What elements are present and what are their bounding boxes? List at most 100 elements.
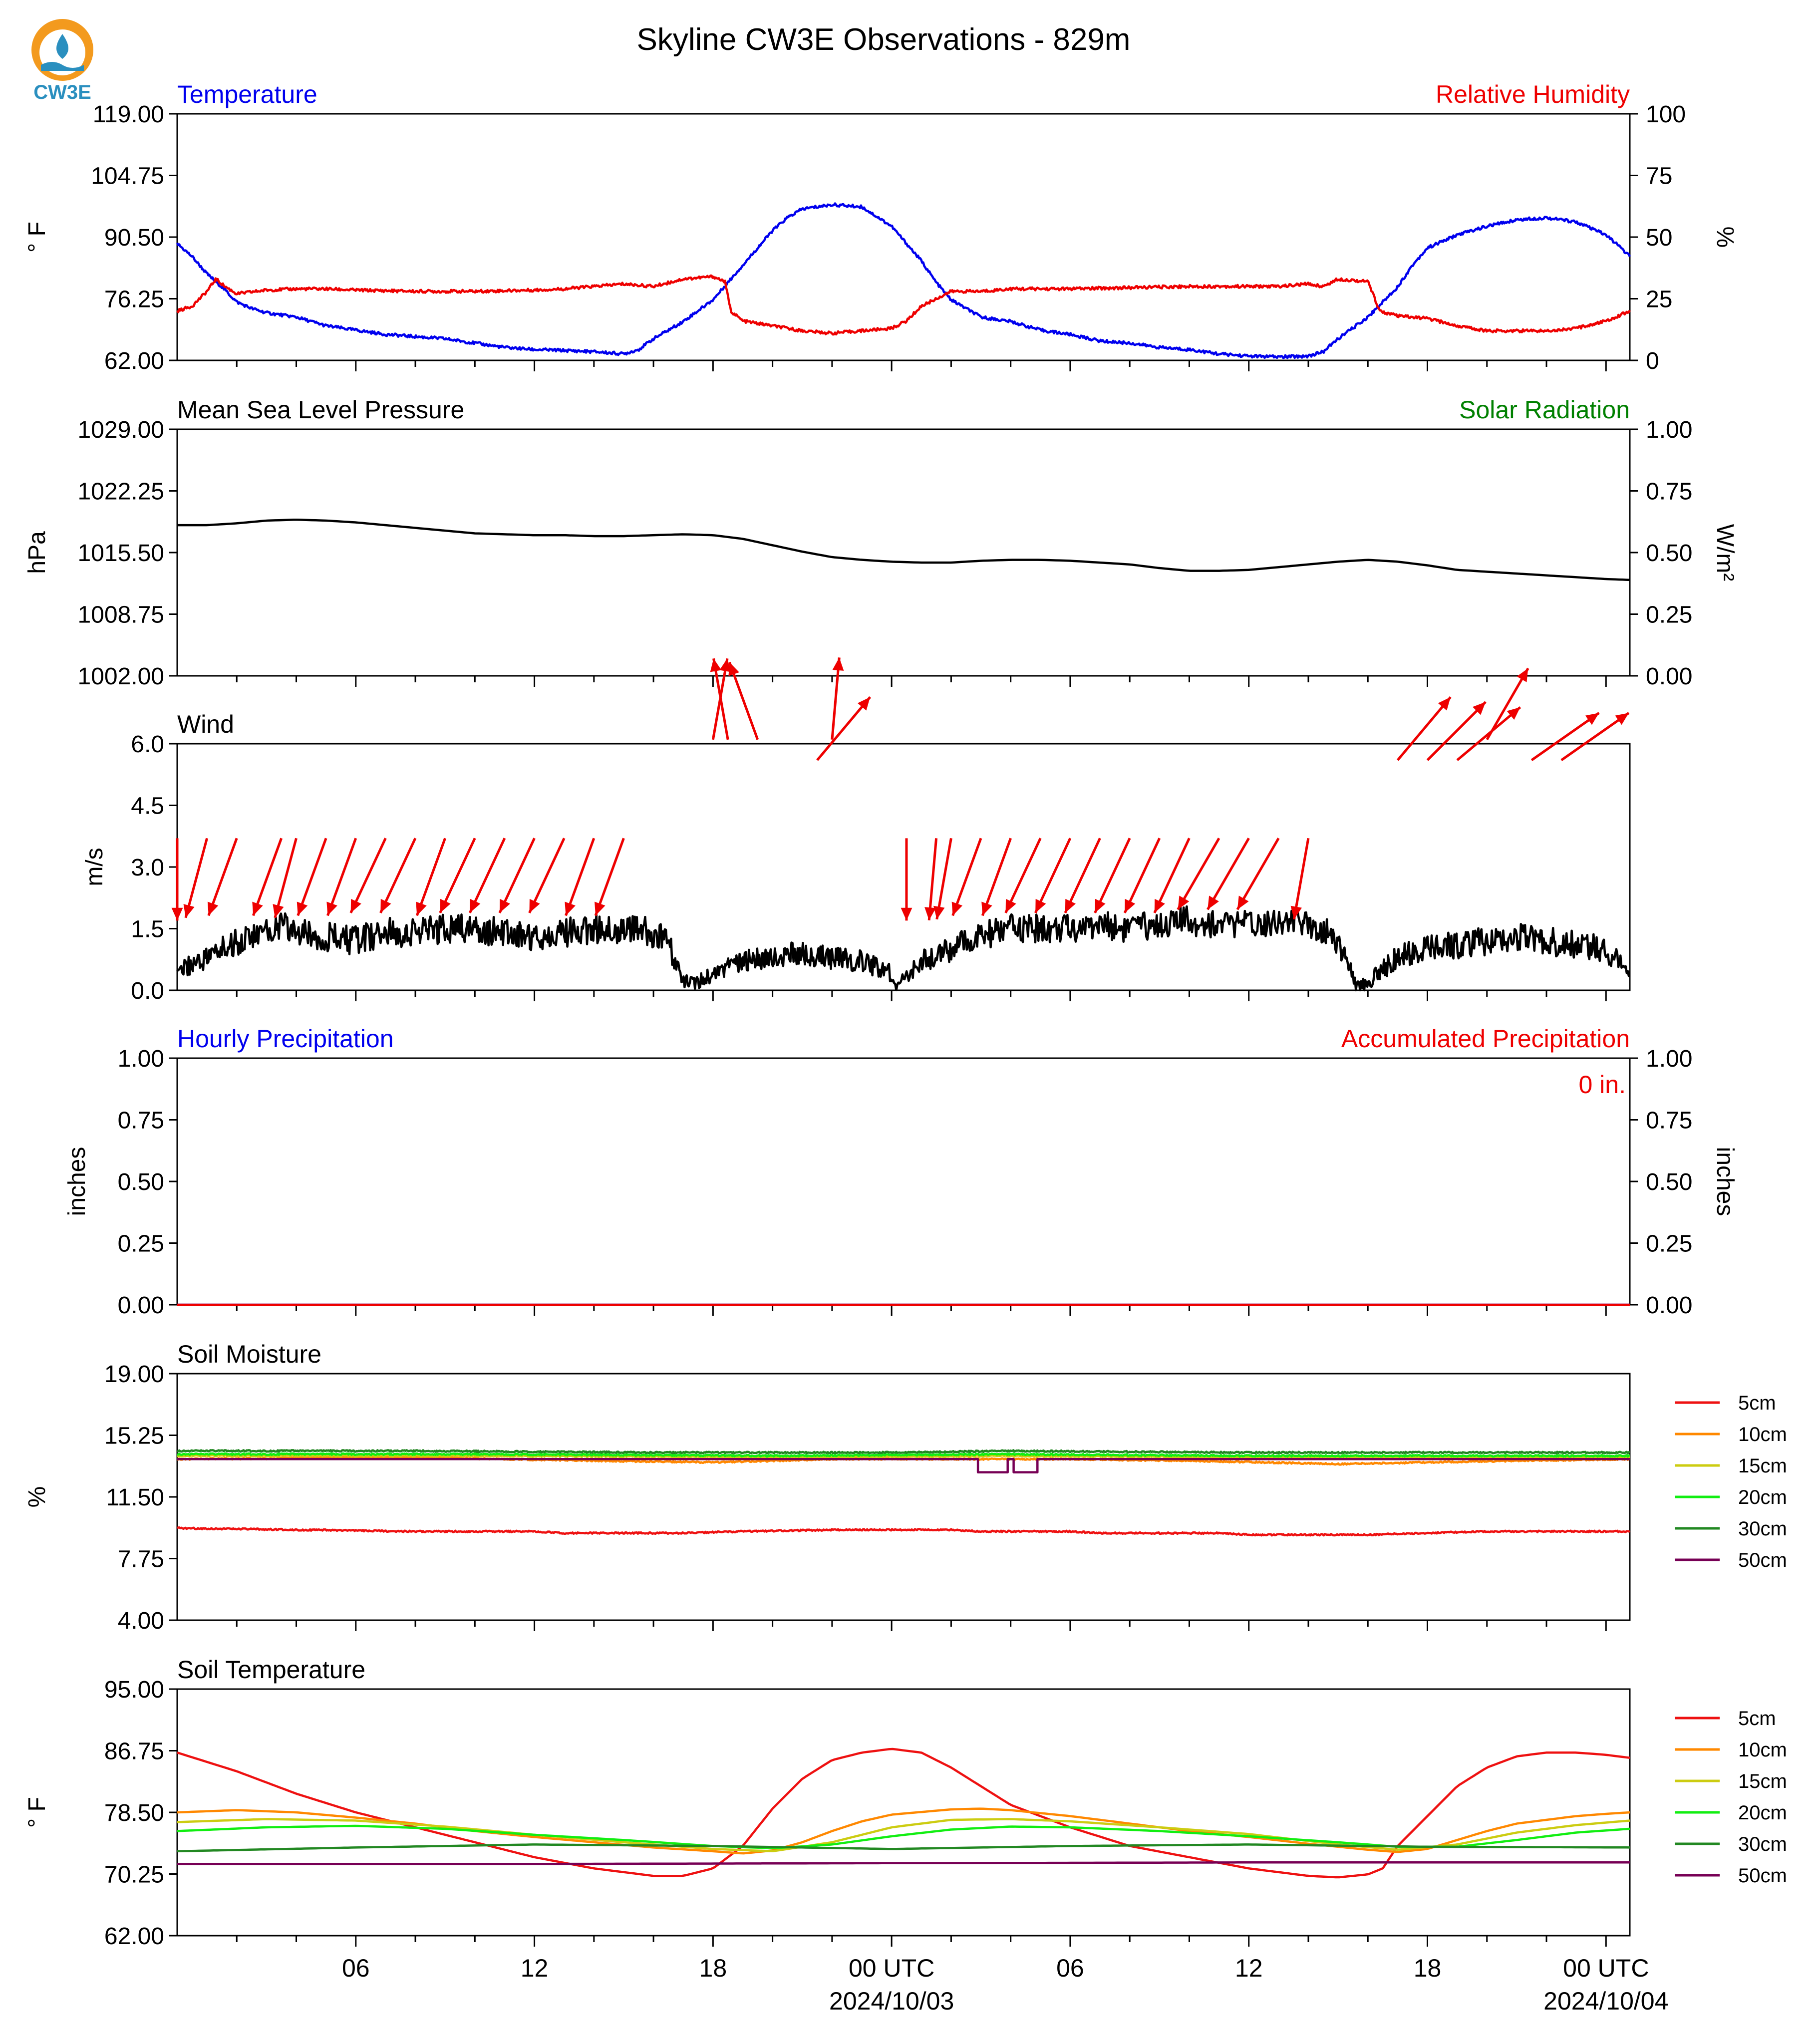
figure-title: Skyline CW3E Observations - 829m: [637, 22, 1131, 57]
wind-arrow: [1153, 838, 1191, 913]
logo-drop-icon: [56, 34, 69, 59]
wind-arrow-head: [171, 907, 183, 921]
y-tick-label-left: 1.00: [118, 1046, 164, 1072]
wind-arrow: [439, 838, 476, 913]
wind-arrow: [326, 838, 357, 916]
wind-arrow: [1034, 838, 1072, 913]
series-30cm: [177, 1449, 1630, 1454]
legend-label-10cm: 10cm: [1738, 1424, 1787, 1446]
wind-arrow: [1290, 838, 1310, 920]
y-tick-label-left: 86.75: [104, 1738, 164, 1765]
wind-arrow: [297, 838, 327, 916]
y-tick-label-left: 4.5: [131, 793, 164, 820]
wind-arrow-shaft: [816, 696, 872, 761]
wind-arrow-shaft: [1123, 838, 1161, 913]
x-tick-label: 00 UTC: [1563, 1954, 1649, 1982]
panel-soil-temperature: Soil Temperature 95.00 86.75 78.50 70.25 62.0…: [24, 1656, 1787, 2015]
y-tick-label-left: 62.00: [104, 348, 164, 374]
y-axis-label-left: %: [24, 1486, 50, 1508]
wind-arrow-shaft: [498, 838, 536, 913]
y-tick-label-right: 50: [1646, 225, 1672, 251]
legend-label-50cm: 50cm: [1738, 1865, 1787, 1887]
y-axis-label-right: inches: [1712, 1147, 1738, 1216]
wind-arrow-shaft: [1177, 838, 1220, 910]
series-mean-sea-level-pressure: [177, 518, 1630, 581]
wind-arrow-head: [924, 907, 936, 920]
wind-arrow-shaft: [207, 838, 238, 916]
y-tick-label-left: 3.0: [131, 855, 164, 881]
y-tick-label-left: 0.25: [118, 1231, 164, 1257]
y-tick-label-left: 4.00: [118, 1608, 164, 1634]
y-axis-label-left: m/s: [81, 848, 108, 886]
panel-title-right: Solar Radiation: [1459, 396, 1630, 424]
wind-arrow: [710, 658, 729, 740]
wind-arrow-shaft: [379, 838, 417, 913]
wind-arrow: [207, 838, 238, 916]
panel-wind: Wind 6.0 4.5 3.0 1.5 0.0 m/s: [81, 657, 1631, 1004]
wind-arrow: [498, 838, 536, 913]
y-tick-label-left: 95.00: [104, 1677, 164, 1703]
wind-arrow-shaft: [415, 838, 447, 916]
wind-arrow-shaft: [1292, 838, 1310, 920]
wind-arrow-shaft: [927, 838, 938, 920]
x-tick-label: 12: [1235, 1954, 1263, 1982]
y-tick-label-left: 15.25: [104, 1423, 164, 1449]
wind-arrow: [273, 838, 298, 918]
wind-arrow: [1177, 838, 1220, 910]
wind-arrow: [1004, 838, 1042, 913]
wind-arrow-head: [1517, 668, 1528, 682]
y-tick-label-left: 7.75: [118, 1546, 164, 1573]
legend-label-5cm: 5cm: [1738, 1708, 1776, 1730]
wind-arrow-head: [326, 901, 337, 916]
y-tick-label-left: 6.0: [131, 731, 164, 758]
wind-arrow: [565, 838, 596, 916]
wind-arrow: [924, 838, 938, 920]
wind-arrow-shaft: [1486, 667, 1529, 741]
y-tick-label-right: 1.00: [1646, 1046, 1692, 1072]
y-tick-label-left: 0.0: [131, 978, 164, 1004]
wind-arrow-head: [380, 898, 391, 913]
wind-arrow-shaft: [565, 838, 596, 916]
wind-arrow-head: [901, 907, 912, 921]
wind-arrow-head: [183, 904, 195, 918]
legend-label-30cm: 30cm: [1738, 1833, 1787, 1855]
logo-wave-icon: [41, 62, 84, 71]
wind-arrow-shaft: [951, 838, 982, 916]
wind-arrow-shaft: [1153, 838, 1191, 913]
wind-arrow-head: [832, 657, 844, 671]
wind-arrow: [1456, 706, 1521, 761]
wind-arrow-shaft: [981, 838, 1012, 916]
wind-arrow-head: [1035, 898, 1046, 913]
wind-arrow-head: [719, 658, 731, 672]
logo-text: CW3E: [33, 81, 91, 103]
wind-arrow-shaft: [1530, 712, 1600, 761]
wind-arrow-head: [1615, 713, 1629, 725]
wind-arrow-shaft: [1456, 706, 1521, 761]
wind-arrow-shaft: [1004, 838, 1042, 913]
wind-arrow-head: [595, 901, 606, 916]
y-tick-label-left: 78.50: [104, 1800, 164, 1826]
legend: 5cm 10cm 15cm 20cm 30cm 50cm: [1675, 1708, 1787, 1887]
wind-arrow: [1094, 838, 1131, 913]
wind-arrow-shaft: [528, 838, 566, 913]
panel-soil-moisture: Soil Moisture 19.00 15.25 11.50 7.75 4.00% 5cm…: [24, 1340, 1787, 1634]
y-tick-label-right: 1.00: [1646, 417, 1692, 443]
y-tick-label-left: 1015.50: [77, 540, 164, 567]
wind-arrow: [1530, 712, 1600, 761]
y-tick-label-right: 0.00: [1646, 1292, 1692, 1319]
wind-arrow-head: [1585, 713, 1599, 725]
y-tick-label-right: 0.25: [1646, 602, 1692, 628]
wind-arrow-head: [1473, 702, 1486, 715]
wind-arrow-shaft: [1207, 838, 1250, 910]
wind-arrow-shaft: [1236, 838, 1280, 910]
y-tick-label-left: 0.50: [118, 1169, 164, 1195]
wind-arrow-shaft: [831, 657, 841, 740]
wind-arrow: [901, 838, 912, 921]
y-tick-label-left: 119.00: [93, 101, 164, 128]
series-wind-speed: [176, 905, 1630, 992]
panel-title-right: Accumulated Precipitation: [1341, 1025, 1630, 1053]
panels-group: Temperature Relative Humidity 119.00 104.75…: [24, 80, 1787, 2015]
y-tick-label-right: 75: [1646, 163, 1672, 190]
wind-arrow-head: [1237, 895, 1249, 910]
